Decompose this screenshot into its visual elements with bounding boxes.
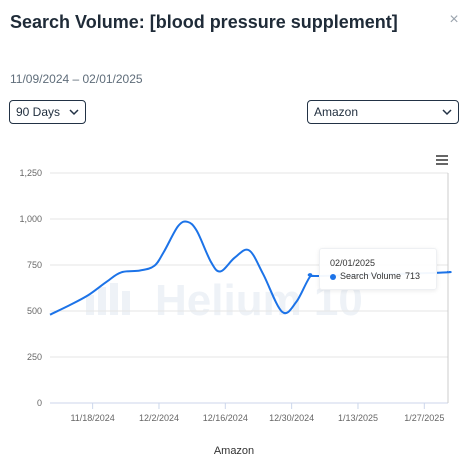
x-tick-label: 1/27/2025 [404, 413, 444, 423]
x-tick-label: 12/30/2024 [269, 413, 314, 423]
hamburger-menu-icon[interactable] [436, 155, 448, 167]
tooltip-row: Search Volume 713 [330, 271, 420, 281]
y-tick-label: 250 [27, 352, 42, 362]
close-icon[interactable]: × [449, 11, 459, 28]
y-tick-label: 0 [37, 398, 42, 408]
marketplace-select[interactable]: Amazon [307, 100, 459, 124]
x-tick-label: 12/2/2024 [139, 413, 179, 423]
x-axis-title: Amazon [213, 445, 255, 457]
x-tick-label: 12/16/2024 [203, 413, 248, 423]
tooltip-date: 02/01/2025 [330, 258, 376, 268]
days-select-value: 90 Days [16, 105, 61, 119]
y-tick-label: 750 [27, 260, 42, 270]
days-select[interactable]: 90 Days [9, 100, 86, 124]
chart-tooltip: 02/01/2025 Search Volume 713 [319, 248, 437, 290]
helium10-watermark-logo [86, 283, 130, 315]
marketplace-select-value: Amazon [314, 105, 359, 119]
tooltip-value: 713 [405, 271, 421, 281]
x-tick-label: 11/18/2024 [70, 413, 114, 423]
chevron-down-icon [69, 109, 79, 116]
chevron-down-icon [442, 109, 452, 116]
y-tick-label: 500 [27, 306, 42, 316]
y-tick-label: 1,250 [19, 168, 42, 178]
y-tick-label: 1,000 [19, 214, 42, 224]
page-title: Search Volume: [blood pressure supplemen… [10, 12, 398, 32]
x-tick-label: 1/13/2025 [338, 413, 378, 423]
tooltip-series-name: Search Volume [340, 271, 402, 281]
series-marker [330, 273, 336, 280]
date-range: 11/09/2024 – 02/01/2025 [10, 72, 143, 86]
series-line-search-volume [49, 220, 452, 316]
